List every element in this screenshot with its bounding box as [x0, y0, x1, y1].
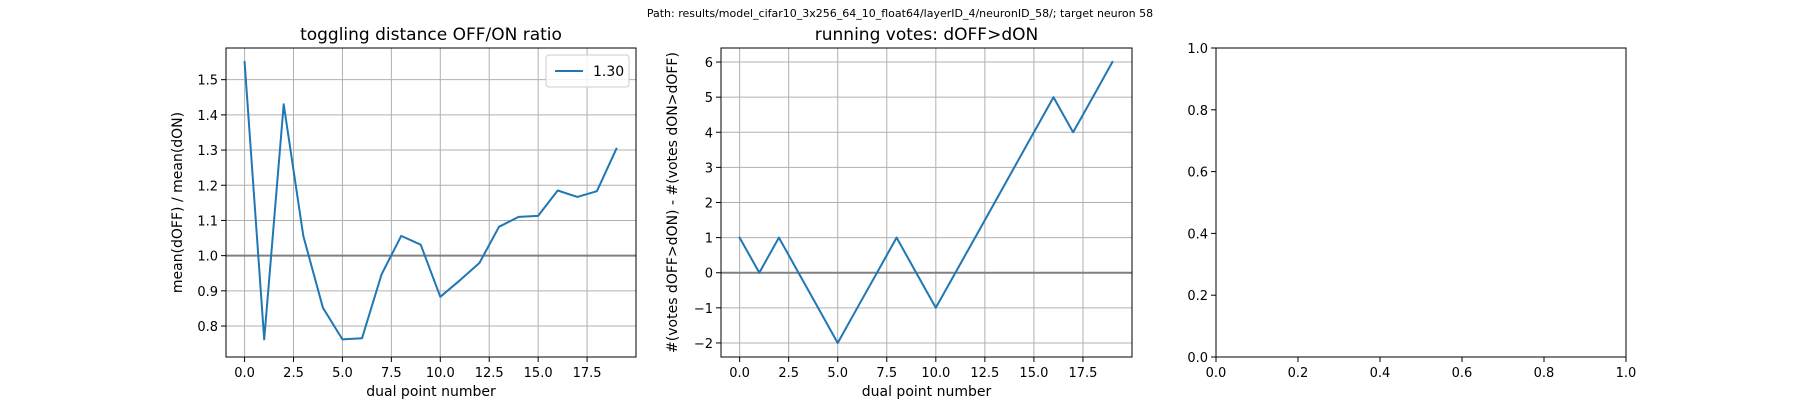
y-tick-label: −1	[694, 302, 713, 317]
y-tick-label: 0.2	[1187, 289, 1208, 304]
y-tick-label: 1.0	[1187, 42, 1208, 57]
x-tick-label: 0.2	[1288, 366, 1309, 381]
series-line-0	[738, 60, 1114, 344]
y-tick-label: 0.4	[1187, 227, 1208, 242]
y-tick-label: 1.1	[197, 214, 218, 229]
y-tick-label: 4	[705, 126, 713, 141]
x-axis-label: dual point number	[366, 384, 496, 400]
y-tick-label: 2	[705, 197, 713, 212]
y-tick-label: 0.0	[1187, 351, 1208, 366]
y-tick-label: 1.2	[197, 179, 218, 194]
y-tick-label: 0	[705, 267, 713, 282]
x-tick-label: 0.8	[1534, 366, 1555, 381]
y-axis-label: #(votes dOFF>dON) - #(votes dON>dOFF)	[665, 52, 681, 353]
y-tick-label: 5	[705, 91, 713, 106]
legend-entry: 1.30	[593, 64, 624, 80]
x-tick-label: 15.0	[1019, 366, 1048, 381]
y-tick-label: 1.0	[197, 250, 218, 265]
x-tick-label: 10.0	[426, 366, 455, 381]
x-tick-label: 7.5	[876, 366, 897, 381]
x-tick-label: 17.5	[573, 366, 602, 381]
chart-title: toggling distance OFF/ON ratio	[300, 25, 562, 45]
y-tick-label: 0.8	[1187, 104, 1208, 119]
y-tick-label: 1	[705, 232, 713, 247]
y-tick-label: 0.8	[197, 320, 218, 335]
figure-suptitle: Path: results/model_cifar10_3x256_64_10_…	[647, 7, 1153, 20]
x-axis-label: dual point number	[862, 384, 992, 400]
x-tick-label: 2.5	[778, 366, 799, 381]
x-tick-label: 0.4	[1370, 366, 1391, 381]
x-tick-label: 2.5	[283, 366, 304, 381]
x-tick-label: 7.5	[381, 366, 402, 381]
x-tick-label: 15.0	[524, 366, 553, 381]
series-line-0	[243, 61, 618, 341]
y-tick-label: 3	[705, 161, 713, 176]
x-tick-label: 1.0	[1616, 366, 1637, 381]
panel-running-votes: 0.0 2.5 5.0 7.5 10.0 12.5 15.0 17.5 −2 −1 0 1 2 3 4 5 6 r…	[665, 25, 1133, 400]
y-tick-label: 0.9	[197, 285, 218, 300]
y-tick-label: 1.5	[197, 74, 218, 89]
legend: 1.30	[545, 54, 630, 88]
panel-toggling-ratio: 0.0 2.5 5.0 7.5 10.0 12.5 15.0 17.5 0.8 0.9 1.0 1.1…	[170, 25, 637, 400]
y-tick-label: 6	[705, 56, 713, 71]
y-tick-label: 1.4	[197, 109, 218, 124]
axes-frame	[225, 47, 637, 358]
x-tick-label: 0.0	[234, 366, 255, 381]
x-tick-label: 12.5	[970, 366, 999, 381]
x-tick-label: 12.5	[475, 366, 504, 381]
panel-empty-axes: 0.0 0.2 0.4 0.6 0.8 1.0 0.0 0.2 0.4 0.6 0.8 1.0	[1187, 42, 1636, 381]
x-tick-label: 10.0	[921, 366, 950, 381]
axes-frame	[1215, 47, 1627, 358]
y-tick-label: 1.3	[197, 144, 218, 159]
y-axis-label: mean(dOFF) / mean(dON)	[170, 112, 186, 293]
x-tick-label: 0.0	[1206, 366, 1227, 381]
y-tick-label: −2	[694, 337, 713, 352]
x-tick-label: 0.0	[729, 366, 750, 381]
x-tick-label: 5.0	[827, 366, 848, 381]
legend-box	[545, 54, 630, 88]
x-tick-label: 0.6	[1452, 366, 1473, 381]
x-tick-label: 17.5	[1068, 366, 1097, 381]
x-tick-label: 5.0	[332, 366, 353, 381]
y-tick-label: 0.6	[1187, 166, 1208, 181]
chart-title: running votes: dOFF>dON	[815, 25, 1038, 45]
